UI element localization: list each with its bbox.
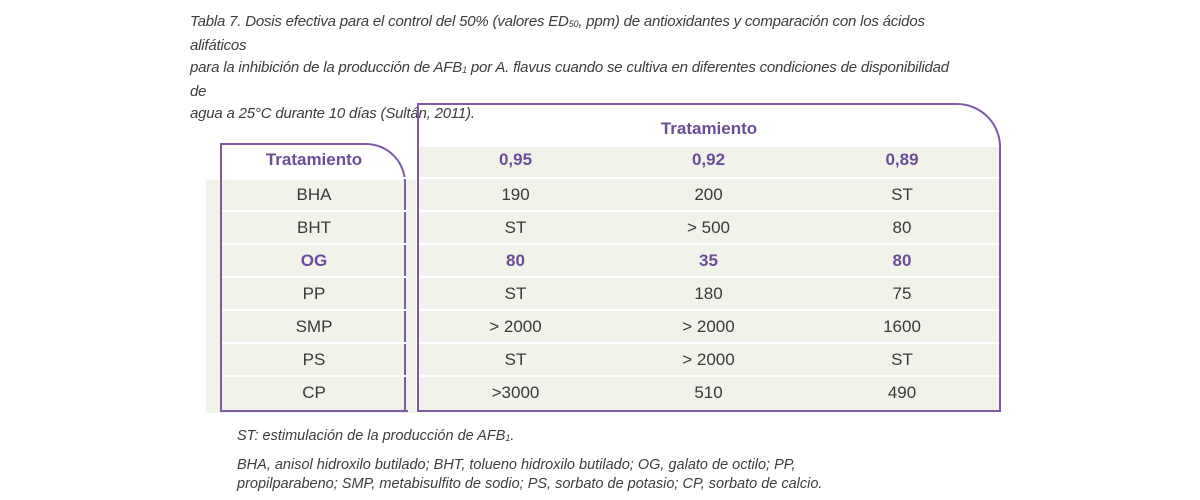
table-cell: > 2000: [682, 350, 735, 369]
table-cell: ST: [891, 350, 913, 369]
row-label: PS: [302, 350, 326, 369]
row-separator: [419, 177, 999, 179]
table-cell: 510: [694, 383, 723, 402]
st-note-text: ST: estimulación de la producción de AFB: [237, 428, 506, 444]
table-cell: > 500: [686, 218, 730, 237]
row-separator: [222, 276, 406, 278]
table-caption: Tabla 7. Dosis efectiva para el control …: [190, 11, 950, 125]
table-cell: 490: [887, 383, 917, 402]
caption-text-1b: , ppm) de antioxidantes y comparación co…: [190, 13, 925, 54]
caption-text-1: Tabla 7. Dosis efectiva para el control …: [190, 13, 569, 30]
row-label: CP: [302, 383, 326, 402]
table-notes: ST: estimulación de la producción de AFB…: [237, 427, 857, 494]
table-cell: 1600: [883, 317, 921, 336]
row-separator: [419, 375, 999, 377]
row-label: OG: [300, 251, 328, 270]
caption-text-2: para la inhibición de la producción de A…: [190, 59, 463, 76]
values-frame: [417, 103, 1001, 412]
table-cell: ST: [504, 284, 527, 303]
row-label: BHA: [296, 185, 332, 204]
group-header: Tratamiento: [660, 119, 758, 138]
caption-subscript-1: 50: [568, 19, 579, 29]
table-cell: ST: [504, 350, 527, 369]
column-header-2: 0,92: [691, 150, 726, 169]
row-separator: [419, 309, 999, 311]
table-cell: 35: [699, 251, 718, 270]
row-label: BHT: [297, 218, 331, 237]
row-label: PP: [302, 284, 326, 303]
row-header: Tratamiento: [265, 150, 363, 169]
table-cell: 80: [892, 251, 912, 270]
left-column-frame-bottom: [220, 410, 408, 412]
row-separator: [419, 276, 999, 278]
caption-text-2b: por A. flavus cuando se cultiva en difer…: [190, 59, 949, 100]
table-cell: ST: [891, 185, 913, 204]
caption-subscript-2: 1: [462, 65, 467, 75]
st-note-subscript: 1: [505, 433, 511, 443]
table-cell: > 2000: [682, 317, 735, 336]
table-cell: 75: [892, 284, 912, 303]
row-label: SMP: [295, 317, 333, 336]
abbreviation-note-1: BHA, anisol hidroxilo butilado; BHT, tol…: [237, 457, 796, 473]
row-separator: [419, 210, 999, 212]
table-cell: 80: [506, 251, 525, 270]
row-separator: [222, 309, 406, 311]
table-cell: >3000: [491, 383, 540, 402]
column-header-3: 0,89: [885, 150, 919, 169]
st-note: ST: estimulación de la producción de AFB…: [237, 427, 857, 448]
row-separator: [222, 177, 406, 179]
table-cell: ST: [504, 218, 527, 237]
row-separator: [419, 243, 999, 245]
table-cell: 190: [501, 185, 530, 204]
row-separator: [222, 243, 406, 245]
row-separator: [419, 342, 999, 344]
row-separator: [222, 375, 406, 377]
row-separator: [222, 342, 406, 344]
table-cell: 180: [694, 284, 723, 303]
st-note-end: .: [510, 428, 515, 444]
values-fill: [419, 147, 999, 410]
caption-text-3: agua a 25°C durante 10 días (Sultán, 201…: [190, 105, 475, 122]
table-cell: 200: [694, 185, 723, 204]
row-separator: [222, 210, 406, 212]
table-cell: 80: [892, 218, 912, 237]
abbreviation-note-2: propilparabeno; SMP, metabisulfito de so…: [237, 476, 823, 492]
column-header-1: 0,95: [498, 150, 533, 169]
table-cell: > 2000: [489, 317, 542, 336]
